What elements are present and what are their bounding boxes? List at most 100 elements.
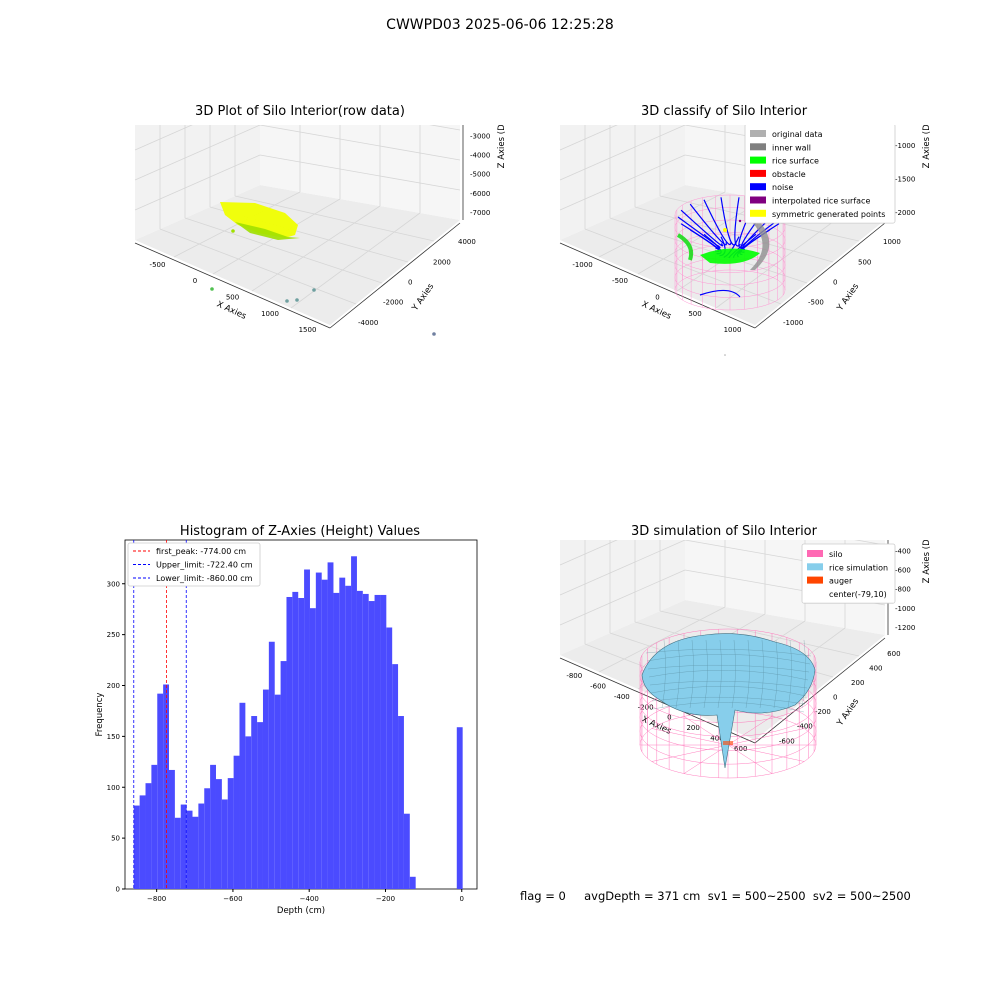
histogram-bar — [351, 556, 357, 889]
y-tick-label: 100 — [107, 784, 120, 792]
histogram-bar — [174, 817, 181, 889]
noise-streak — [680, 209, 724, 247]
histogram-bar — [163, 684, 170, 889]
histogram-bar — [145, 783, 152, 889]
z-tick-label: -600 — [895, 567, 911, 575]
mesh-line — [675, 639, 680, 709]
grid-line — [134, 125, 261, 181]
grid-line — [159, 228, 357, 305]
x-tick-label: 0 — [193, 277, 197, 285]
mesh-line — [652, 702, 805, 713]
y-tick-label: 250 — [107, 631, 120, 639]
mesh-line — [759, 639, 764, 709]
grid-line — [234, 195, 435, 242]
x-tick-label: 1000 — [724, 326, 742, 334]
x-tick-label: -500 — [150, 261, 166, 269]
histogram-bar — [215, 779, 222, 889]
histogram-bar — [327, 562, 334, 889]
legend-label: Upper_limit: -722.40 cm — [156, 561, 253, 570]
noise-streak — [703, 199, 732, 246]
histogram-bar — [233, 755, 240, 889]
z-axis-title: Z Axies (Depth) — [922, 125, 932, 168]
x-axis-title: X Axies — [215, 300, 248, 323]
z-tick-label: -1000 — [895, 605, 915, 613]
histogram-bar — [139, 795, 146, 889]
y-axis-title: Y Axies — [835, 281, 862, 313]
histogram-bar — [380, 594, 387, 889]
figure-title: CWWPD03 2025-06-06 12:25:28 — [386, 17, 614, 33]
x-tick-label: -1000 — [572, 261, 592, 269]
mesh-line — [648, 670, 809, 681]
z-tick-label: -1000 — [895, 142, 915, 150]
legend-frame — [801, 543, 896, 604]
wireframe-spoke — [727, 728, 805, 746]
mesh-line — [717, 639, 722, 709]
x-tick-label: 200 — [686, 724, 699, 732]
histogram-bar — [221, 799, 228, 889]
panel-4-title: 3D simulation of Silo Interior — [631, 524, 817, 539]
outlier-point — [295, 298, 299, 302]
point-cloud-main — [220, 202, 298, 238]
y-tick-label: -4000 — [358, 319, 378, 327]
y-axis-title: Frequency — [95, 693, 105, 737]
histogram-bar — [333, 592, 340, 889]
y-tick-label: -1000 — [783, 319, 803, 327]
histogram-bar — [398, 716, 404, 889]
status-footer: flag = 0 avgDepth = 371 cm sv1 = 500~250… — [520, 889, 911, 903]
symmetric-point — [723, 228, 727, 232]
histogram-bar — [239, 702, 246, 889]
legend-swatch — [750, 209, 766, 217]
histogram-bar — [192, 816, 199, 889]
legend-swatch — [807, 576, 823, 584]
x-tick-label: -500 — [612, 277, 628, 285]
z-tick-label: -5000 — [470, 171, 490, 179]
histogram-bar — [157, 693, 164, 889]
y-tick-label: 150 — [107, 733, 120, 741]
x-tick-label: -600 — [590, 683, 606, 691]
rice-surface-points — [700, 248, 760, 264]
legend-label: center(-79,10) — [829, 590, 887, 599]
x-tick-label: −600 — [223, 895, 242, 903]
outlier-point — [312, 288, 316, 292]
wireframe-spoke — [727, 744, 805, 762]
legend: first_peak: -774.00 cm Upper_limit: -722.… — [127, 542, 261, 587]
mesh-line — [801, 639, 806, 709]
z-axis-title: Z Axies (Depth) — [497, 125, 507, 168]
original-point — [724, 354, 726, 356]
histogram-bar — [315, 572, 322, 889]
legend-label: inner wall — [772, 143, 811, 152]
noise-streak — [680, 223, 720, 250]
interpolated-point — [738, 219, 742, 223]
histogram-bar — [268, 641, 275, 889]
histogram-bar — [151, 764, 158, 889]
y-tick-label: 600 — [887, 650, 900, 658]
mesh-line — [745, 639, 750, 709]
legend-swatch — [750, 169, 766, 177]
histogram-bar — [204, 788, 211, 889]
grid-line — [259, 154, 461, 191]
grid-line — [584, 228, 782, 305]
grid-line — [559, 154, 686, 211]
x-tick-label: 0 — [655, 294, 659, 302]
grid-line — [559, 125, 618, 151]
legend-label: auger — [829, 577, 853, 586]
histogram-bar — [386, 627, 393, 889]
legend-label: Lower_limit: -860.00 cm — [156, 574, 253, 583]
y-tick-label: 400 — [869, 664, 882, 672]
x-tick-label: 0 — [460, 895, 464, 903]
legend-label: obstacle — [772, 170, 806, 179]
wireframe-spoke — [727, 716, 773, 746]
z-tick-label: -7000 — [470, 209, 490, 217]
grid-line — [659, 610, 860, 657]
y-tick-label: 300 — [107, 580, 120, 588]
mesh-line — [787, 639, 792, 709]
y-tick-label: -2000 — [383, 299, 403, 307]
legend: silo rice simulation auger center(-79,10) — [801, 543, 896, 604]
panel-3-title: Histogram of Z-Axies (Height) Values — [179, 524, 421, 539]
x-axis-line — [559, 242, 756, 329]
histogram-bar — [339, 577, 346, 889]
histogram-bar — [392, 664, 399, 889]
x-tick-label: 500 — [688, 310, 701, 318]
histogram-bar — [292, 591, 299, 889]
histogram-bar — [362, 593, 369, 889]
